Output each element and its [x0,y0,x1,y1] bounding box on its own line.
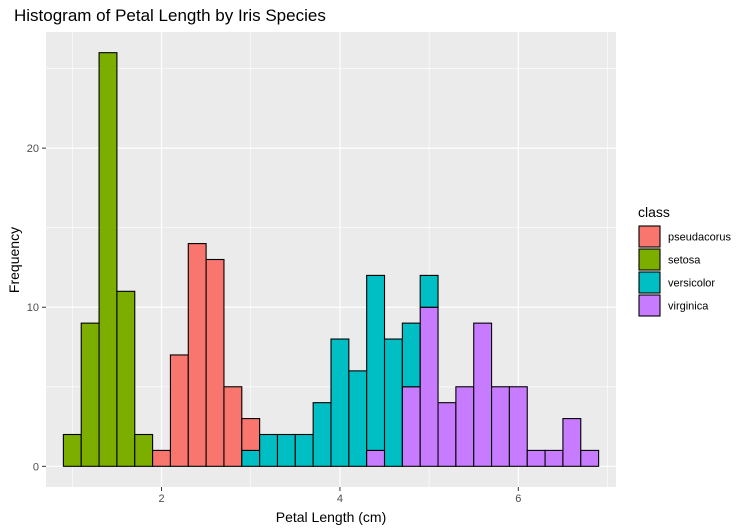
bar-setosa [80,322,100,467]
bar-virginica [526,449,546,467]
legend-items: pseudacorus setosa versicolor virginica [638,225,731,317]
bar-virginica [455,386,475,467]
bar-setosa [134,433,154,467]
legend: class pseudacorus setosa versicolor virgini… [638,204,731,317]
legend-label-versicolor: versicolor [668,278,715,290]
x-tick-label: 6 [515,493,521,505]
y-tick-label: 0 [33,461,39,473]
bar-versicolor [276,433,296,467]
bar-versicolor [241,449,261,467]
bar-virginica [580,449,600,467]
x-tick-label: 2 [158,493,164,505]
legend-swatch-versicolor [638,271,661,294]
bar-virginica [544,449,564,467]
bar-virginica [491,386,510,467]
bar-pseudacorus [205,258,225,467]
x-axis-title: Petal Length (cm) [276,509,387,525]
y-axis-title: Frequency [6,227,22,293]
bar-pseudacorus [169,354,189,467]
legend-swatch-pseudacorus [638,225,661,248]
legend-label-pseudacorus: pseudacorus [668,232,731,244]
bar-versicolor [348,370,368,467]
bar-virginica [419,306,439,467]
y-tick-label: 20 [27,143,39,155]
legend-swatch-setosa [638,248,661,271]
bar-virginica [401,386,421,467]
bar-versicolor [312,402,332,467]
bar-virginica [473,322,493,467]
chart-title: Histogram of Petal Length by Iris Specie… [14,6,326,25]
bar-setosa [62,433,82,467]
x-axis-ticks: 2 4 6 [158,487,521,505]
bar-pseudacorus [187,243,207,467]
bar-versicolor [259,433,279,467]
legend-title: class [638,204,670,220]
legend-label-setosa: setosa [668,255,701,267]
legend-swatch-virginica [638,294,661,317]
y-axis-ticks: 0 10 20 [27,143,46,473]
bar-setosa [116,290,136,467]
minor-gridlines [46,32,616,487]
x-tick-label: 4 [337,493,343,505]
bar-versicolor [401,322,421,388]
bar-versicolor [383,338,403,467]
bar-pseudacorus [152,449,171,467]
bar-pseudacorus [241,418,261,451]
histogram-bars [62,52,600,467]
bar-pseudacorus [223,386,243,467]
legend-label-virginica: virginica [668,301,709,313]
bar-versicolor [294,433,314,467]
bar-virginica [437,402,457,467]
bar-virginica [366,449,386,467]
bar-versicolor [366,274,386,451]
bar-virginica [508,386,528,467]
bar-setosa [98,52,118,467]
bar-versicolor [330,338,350,467]
y-tick-label: 10 [27,302,39,314]
bar-versicolor [419,274,439,308]
bar-virginica [562,418,582,467]
